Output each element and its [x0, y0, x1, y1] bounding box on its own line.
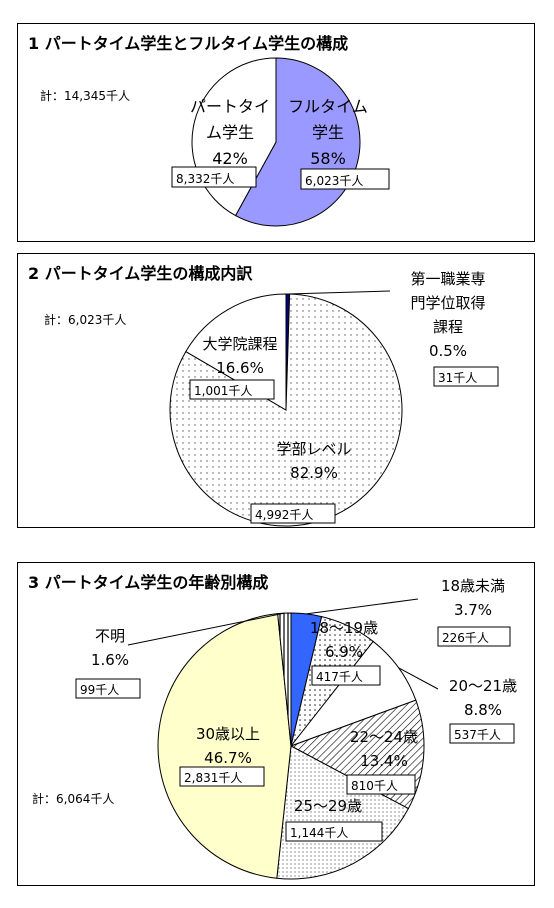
slice-label: 学部レベル — [276, 440, 351, 458]
pie-chart: フルタイム学生 58% パートタイム学生 42% 8,332千人 6,023千人 — [171, 57, 390, 227]
leader-line — [127, 612, 285, 646]
count-box — [437, 626, 511, 647]
slice-label: 門学位取得 — [410, 294, 485, 312]
count-box — [346, 774, 416, 795]
count-label: 810千人 — [351, 779, 398, 793]
chart-panel-3: 3 パートタイム学生の年齢別構成 計：6,064千人 18歳未満 3.7% 226千… — [17, 562, 535, 886]
slice-label: パートタイ — [190, 97, 270, 116]
pie-slice — [277, 612, 292, 747]
count-box — [189, 379, 275, 400]
slice-label: 0.5% — [429, 342, 467, 360]
count-label: 31千人 — [438, 371, 477, 385]
slice-label: 1.6% — [91, 651, 129, 669]
chart-title: 3 パートタイム学生の年齢別構成 — [28, 573, 269, 592]
slice-label: 42% — [212, 149, 248, 168]
count-label: 99千人 — [80, 683, 119, 697]
count-box — [250, 503, 336, 524]
count-label: 4,992千人 — [255, 508, 313, 522]
slice-label: 13.4% — [360, 752, 408, 770]
slice-label: 22～24歳 — [350, 728, 418, 746]
count-box — [75, 678, 141, 699]
slice-label: ム学生 — [206, 123, 254, 142]
count-box — [171, 166, 257, 188]
slice-label: 6.9% — [325, 643, 363, 661]
leader-line — [306, 598, 419, 615]
slice-label: 第一職業専 — [410, 270, 485, 288]
slice-label: 25～29歳 — [294, 797, 362, 815]
slice-label: 課程 — [433, 318, 463, 336]
count-label: 1,001千人 — [194, 384, 252, 398]
count-label: 2,831千人 — [184, 771, 242, 785]
count-label: 6,023千人 — [305, 174, 363, 188]
slice-label: 30歳以上 — [196, 725, 260, 743]
chart-panel-1: 1 パートタイム学生とフルタイム学生の構成 計：14,345千人 フルタイム学生… — [17, 23, 535, 242]
chart-title: 1 パートタイム学生とフルタイム学生の構成 — [28, 34, 349, 53]
slice-label: 18歳未満 — [441, 577, 505, 595]
slice-label: 大学院課程 — [202, 335, 277, 353]
slice-label: フルタイム — [288, 97, 368, 116]
leader-line — [287, 290, 391, 295]
count-box — [449, 723, 515, 744]
slice-label: 46.7% — [204, 749, 252, 767]
leader-line — [398, 667, 439, 690]
slice-label: 16.6% — [216, 359, 264, 377]
total-label: 計：14,345千人 — [40, 89, 130, 103]
pie-slice — [276, 745, 410, 880]
chart-panel-2: 2 パートタイム学生の構成内訳 計：6,023千人 第一職業専門学位取得課程 0.… — [17, 253, 535, 528]
slice-label: 8.8% — [464, 701, 502, 719]
pie-chart: 18歳未満 3.7% 226千人 18～19歳 6.9% 417千人 20～21歳 8.8% 5… — [75, 577, 517, 880]
count-label: 226千人 — [442, 631, 489, 645]
count-box — [433, 366, 499, 387]
count-box — [179, 766, 265, 787]
count-label: 1,144千人 — [290, 826, 348, 840]
slice-label: 82.9% — [290, 464, 338, 482]
count-label: 537千人 — [454, 728, 501, 742]
slice-label: 58% — [310, 149, 346, 168]
total-label: 計：6,064千人 — [32, 792, 115, 806]
chart-title: 2 パートタイム学生の構成内訳 — [28, 264, 253, 283]
slice-label: 20～21歳 — [449, 677, 517, 695]
count-label: 417千人 — [316, 670, 363, 684]
total-label: 計：6,023千人 — [44, 313, 127, 327]
pie-slice — [157, 613, 292, 879]
count-label: 8,332千人 — [176, 172, 234, 186]
slice-label: 学生 — [312, 123, 344, 142]
slice-label: 不明 — [95, 627, 125, 645]
count-box — [300, 168, 390, 190]
slice-label: 3.7% — [454, 601, 492, 619]
count-box — [311, 665, 381, 686]
count-box — [285, 821, 383, 842]
slice-label: 18～19歳 — [310, 619, 378, 637]
